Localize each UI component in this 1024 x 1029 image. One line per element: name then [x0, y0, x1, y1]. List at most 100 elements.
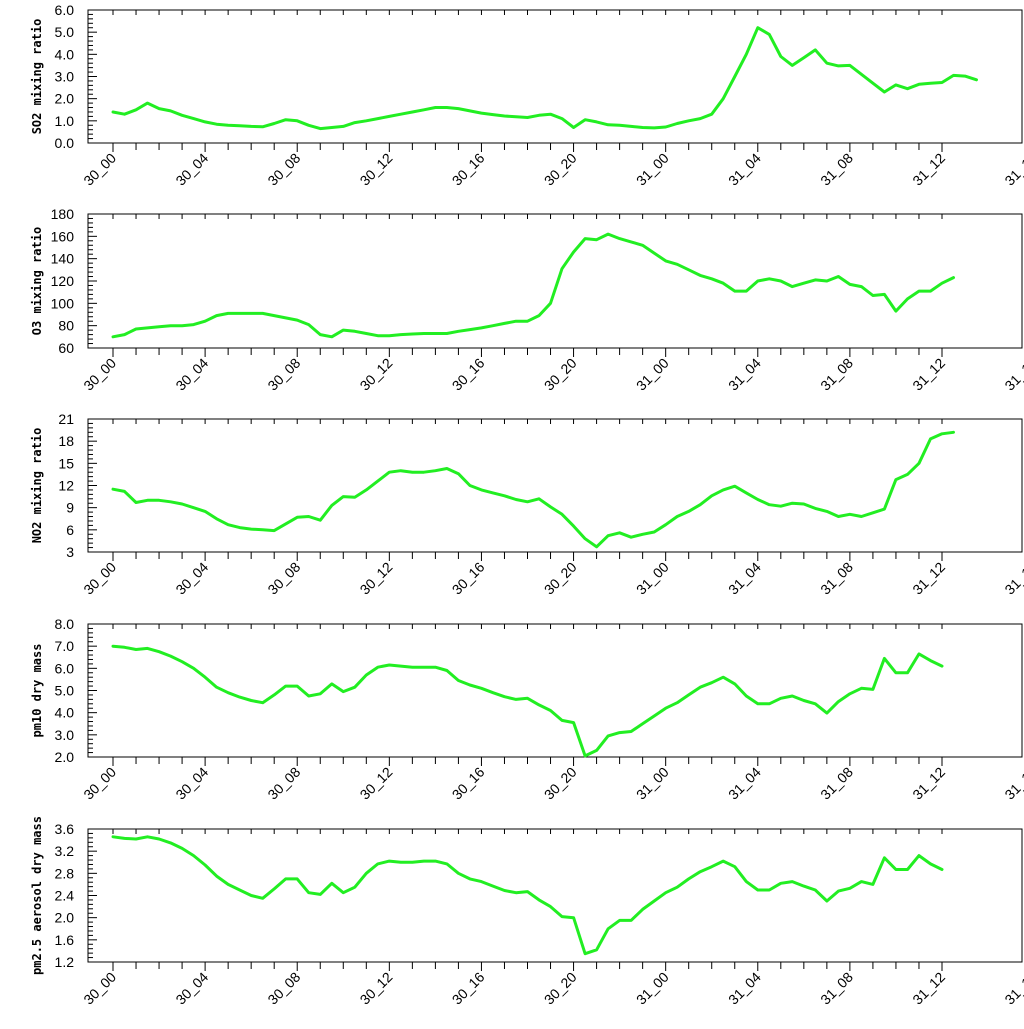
x-tick-label: 31_00: [633, 150, 672, 189]
y-tick-label: 15: [58, 455, 74, 471]
y-tick-label: 2.0: [55, 910, 75, 926]
x-tick-label: 30_12: [357, 764, 396, 803]
panel-1: 0.0 1.0 2.0 3.0 4.0 5.0 6.0 30_00 30_04 30_08 30_1…: [30, 2, 1024, 189]
x-tick-label: 30_08: [264, 150, 303, 189]
y-tick-label: 6.0: [55, 2, 75, 18]
y-axis-label: SO2 mixing ratio: [30, 19, 44, 135]
x-tick-label: 31_00: [633, 559, 672, 598]
x-tick-label: 30_20: [541, 559, 580, 598]
x-tick-label: 30_20: [541, 150, 580, 189]
y-tick-label: 3.0: [55, 727, 75, 743]
y-tick-label: 1.6: [55, 932, 75, 948]
y-tick-label: 2.4: [55, 888, 75, 904]
x-tick-label: 31_04: [725, 150, 764, 189]
x-tick-label: 30_04: [172, 559, 211, 598]
x-tick-label: 31_12: [909, 559, 948, 598]
x-tick-label: 30_04: [172, 764, 211, 803]
y-tick-label: 180: [51, 206, 75, 222]
x-tick-label: 31_12: [909, 969, 948, 1008]
y-axis-label: pm2.5 aerosol dry mass: [30, 816, 44, 975]
plot-frame: [87, 623, 1023, 758]
panel-5: 1.2 1.6 2.0 2.4 2.8 3.2 3.6 30_00 30_04 30_08 30_1…: [30, 816, 1024, 1008]
series-line: [111, 835, 944, 956]
x-tick-label: 30_00: [80, 150, 119, 189]
x-tick-label: 31_08: [817, 764, 856, 803]
x-tick-label: 30_16: [449, 150, 488, 189]
y-tick-label: 160: [51, 228, 75, 244]
y-tick-label: 5.0: [55, 683, 75, 699]
x-tick-label: 31_16: [1001, 150, 1024, 189]
x-tick-label: 30_00: [80, 559, 119, 598]
y-tick-label: 2.8: [55, 865, 75, 881]
y-tick-label: 2.0: [55, 749, 75, 765]
y-tick-label: 7.0: [55, 638, 75, 654]
series-line: [111, 430, 955, 549]
series-line: [111, 232, 955, 339]
y-tick-label: 3.6: [55, 821, 75, 837]
y-tick-label: 100: [51, 295, 75, 311]
panel-2: 60 80 100 120 140 160 180 30_00 30_04 30_08 30_12 3…: [30, 206, 1024, 394]
x-tick-label: 30_08: [264, 355, 303, 394]
y-tick-label: 0.0: [55, 135, 75, 151]
series-line: [111, 644, 944, 758]
x-tick-label: 31_08: [817, 969, 856, 1008]
x-tick-label: 30_08: [264, 559, 303, 598]
x-tick-label: 30_12: [357, 969, 396, 1008]
x-tick-label: 31_16: [1001, 559, 1024, 598]
y-tick-label: 18: [58, 433, 74, 449]
x-tick-label: 31_08: [817, 559, 856, 598]
y-tick-label: 5.0: [55, 24, 75, 40]
x-tick-label: 30_04: [172, 969, 211, 1008]
x-tick-label: 30_20: [541, 764, 580, 803]
x-tick-label: 31_12: [909, 150, 948, 189]
x-tick-label: 30_08: [264, 969, 303, 1008]
x-tick-label: 30_04: [172, 355, 211, 394]
x-tick-label: 30_04: [172, 150, 211, 189]
x-tick-label: 31_00: [633, 764, 672, 803]
panel-3: 3 6 9 12 15 18 21 30_00 30_04 30_08 30_12 30_16 30_2…: [30, 411, 1024, 598]
y-tick-label: 6: [66, 522, 74, 538]
x-tick-label: 30_16: [449, 559, 488, 598]
panel-4: 2.0 3.0 4.0 5.0 6.0 7.0 8.0 30_00 30_04 30_08 30_1…: [30, 616, 1024, 803]
x-tick-label: 31_08: [817, 150, 856, 189]
y-tick-label: 120: [51, 273, 75, 289]
x-tick-label: 31_04: [725, 355, 764, 394]
y-tick-label: 3.0: [55, 69, 75, 85]
x-tick-label: 30_16: [449, 969, 488, 1008]
plot-frame: [87, 9, 1023, 144]
x-tick-label: 30_00: [80, 355, 119, 394]
y-tick-label: 1.2: [55, 954, 75, 970]
y-axis-label: NO2 mixing ratio: [30, 428, 44, 544]
x-tick-label: 31_04: [725, 559, 764, 598]
y-tick-label: 80: [58, 318, 74, 334]
x-tick-label: 30_16: [449, 764, 488, 803]
x-tick-label: 30_12: [357, 355, 396, 394]
x-tick-label: 30_12: [357, 150, 396, 189]
plot-frame: [87, 213, 1023, 349]
plot-frame: [87, 418, 1023, 553]
plot-frame: [87, 828, 1023, 963]
y-tick-label: 1.0: [55, 113, 75, 129]
x-tick-label: 31_16: [1001, 764, 1024, 803]
x-tick-label: 30_08: [264, 764, 303, 803]
x-tick-label: 31_04: [725, 969, 764, 1008]
x-tick-label: 30_20: [541, 969, 580, 1008]
y-tick-label: 12: [58, 478, 74, 494]
x-tick-label: 30_16: [449, 355, 488, 394]
y-tick-label: 6.0: [55, 660, 75, 676]
x-tick-label: 31_16: [1001, 355, 1024, 394]
y-axis-label: pm10 dry mass: [30, 644, 44, 738]
y-axis-label: O3 mixing ratio: [30, 227, 44, 335]
y-tick-label: 3: [66, 544, 74, 560]
x-tick-label: 30_12: [357, 559, 396, 598]
x-tick-label: 31_12: [909, 355, 948, 394]
y-tick-label: 8.0: [55, 616, 75, 632]
y-tick-label: 2.0: [55, 91, 75, 107]
y-tick-label: 3.2: [55, 843, 75, 859]
x-tick-label: 31_12: [909, 764, 948, 803]
y-tick-label: 60: [58, 340, 74, 356]
y-tick-label: 140: [51, 251, 75, 267]
x-tick-label: 31_00: [633, 355, 672, 394]
x-tick-label: 30_00: [80, 764, 119, 803]
